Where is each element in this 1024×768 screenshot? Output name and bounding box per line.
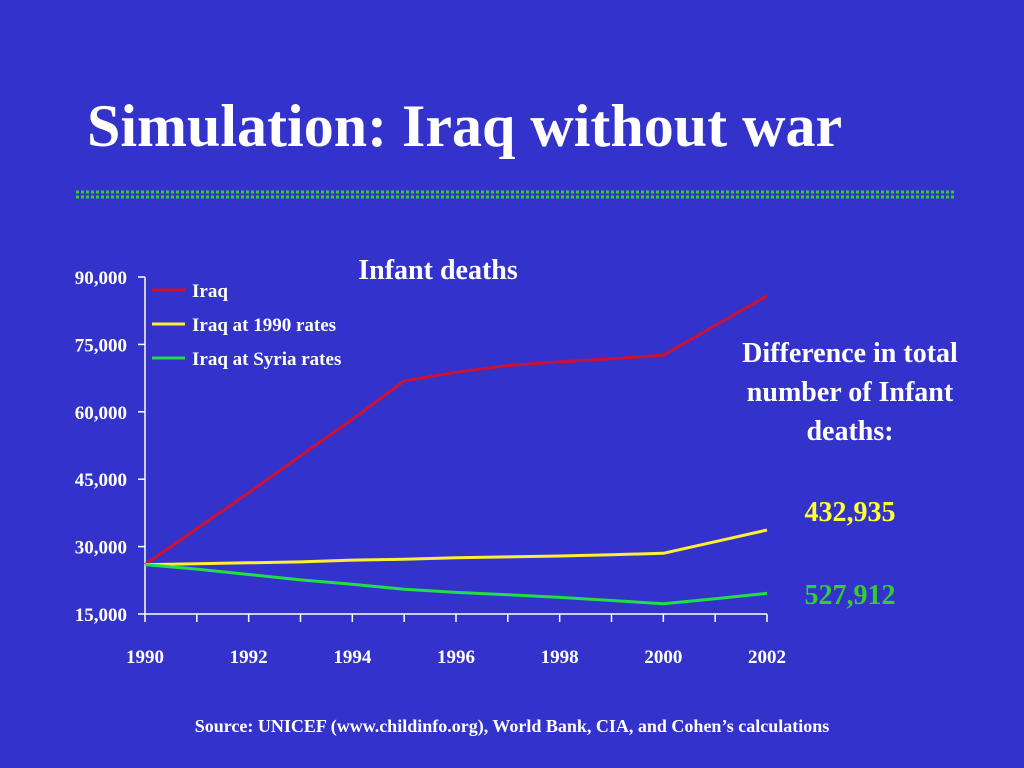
x-tick-label: 1998 [541,647,579,668]
y-tick-label: 30,000 [75,538,127,559]
chart-series [144,294,768,606]
difference-label: Difference in total number of Infant dea… [742,338,958,447]
y-tick-label: 45,000 [75,470,127,491]
x-tick-label: 1992 [230,647,268,668]
series-line-1 [144,294,768,566]
x-tick-label: 1994 [333,647,372,668]
chart-title: Infant deaths [358,255,518,286]
legend-label-2: Iraq at 1990 rates [192,315,336,336]
slide-title: Simulation: Iraq without war [87,93,843,159]
source-note: Source: UNICEF (www.childinfo.org), Worl… [194,716,830,736]
legend-label-1: Iraq [192,281,228,302]
title-rule [76,190,956,199]
x-tick-label: 1996 [437,647,475,668]
series-line-3 [144,563,768,606]
x-tick-label: 1990 [126,647,164,668]
y-tick-label: 60,000 [75,403,127,424]
legend-label-3: Iraq at Syria rates [192,349,341,370]
difference-value-syria-rates: 527,912 [804,580,896,611]
x-tick-label: 2000 [644,647,682,668]
y-tick-label: 15,000 [75,605,127,626]
y-tick-label: 90,000 [75,268,127,289]
series-line-2 [144,528,768,567]
y-tick-label: 75,000 [75,335,127,356]
chart-legend: Iraq Iraq at 1990 rates Iraq at Syria rate… [152,281,341,370]
x-tick-label: 2002 [748,647,786,668]
chart-axes: 15,000 30,000 45,000 60,000 75,000 90,000 1990… [75,268,786,668]
difference-value-1990-rates: 432,935 [804,497,896,528]
